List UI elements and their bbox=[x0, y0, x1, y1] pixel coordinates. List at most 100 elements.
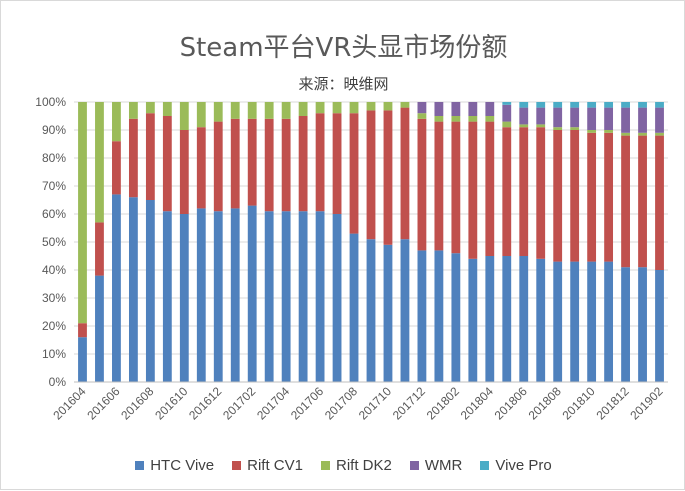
bar-segment-htc-vive bbox=[95, 275, 104, 382]
x-tick-label: 201606 bbox=[84, 384, 122, 422]
bar-segment-rift-dk2 bbox=[95, 102, 104, 223]
bar-segment-htc-vive bbox=[400, 239, 410, 382]
bar-segment-htc-vive bbox=[655, 270, 664, 382]
x-tick-label: 201810 bbox=[560, 384, 598, 422]
bar-segment-wmr bbox=[638, 107, 647, 133]
bar-segment-rift-dk2 bbox=[332, 102, 342, 114]
bar-segment-vive-pro bbox=[519, 102, 529, 108]
bar-segment-htc-vive bbox=[536, 258, 546, 382]
legend-label: HTC Vive bbox=[150, 457, 215, 474]
bar-segment-rift-cv1 bbox=[179, 130, 189, 214]
y-tick-label: 90% bbox=[42, 123, 66, 137]
bar-segment-wmr bbox=[536, 107, 546, 125]
bar-segment-vive-pro bbox=[638, 102, 647, 108]
legend-swatch bbox=[409, 461, 419, 470]
bar-segment-rift-dk2 bbox=[553, 127, 563, 130]
bar-segment-rift-dk2 bbox=[213, 102, 223, 122]
bar-segment-rift-dk2 bbox=[112, 102, 121, 142]
x-tick-label: 201704 bbox=[254, 384, 292, 422]
y-tick-label: 10% bbox=[42, 347, 66, 361]
bar-segment-htc-vive bbox=[621, 267, 630, 382]
y-tick-label: 40% bbox=[42, 263, 66, 277]
bar-segment-rift-dk2 bbox=[366, 102, 376, 111]
bar-segment-rift-cv1 bbox=[332, 113, 342, 214]
legend-label: Rift CV1 bbox=[247, 457, 303, 474]
bar-segment-rift-cv1 bbox=[451, 121, 461, 254]
bar-segment-rift-cv1 bbox=[468, 121, 478, 259]
bar-segment-rift-cv1 bbox=[281, 118, 291, 212]
bar-segment-rift-cv1 bbox=[264, 118, 274, 212]
bar-segment-rift-cv1 bbox=[349, 113, 359, 234]
y-tick-label: 70% bbox=[42, 179, 66, 193]
bar-segment-htc-vive bbox=[553, 261, 563, 382]
bar-segment-rift-dk2 bbox=[247, 102, 257, 119]
bar-segment-rift-dk2 bbox=[485, 116, 495, 122]
bar-segment-htc-vive bbox=[502, 256, 512, 382]
bar-segment-rift-cv1 bbox=[604, 132, 614, 262]
bar-segment-wmr bbox=[587, 107, 597, 130]
bar-segment-rift-cv1 bbox=[502, 127, 512, 256]
y-tick-label: 0% bbox=[49, 375, 67, 389]
bar-segment-wmr bbox=[519, 107, 529, 125]
legend-label: Rift DK2 bbox=[335, 457, 392, 474]
bar-segment-rift-dk2 bbox=[230, 102, 240, 119]
bar-segment-rift-cv1 bbox=[230, 118, 240, 209]
x-tick-label: 201608 bbox=[118, 384, 156, 422]
bar-segment-rift-dk2 bbox=[383, 102, 393, 111]
bar-segment-rift-dk2 bbox=[298, 102, 308, 116]
bar-segment-wmr bbox=[451, 102, 461, 116]
legend-item: WMR bbox=[409, 457, 463, 474]
bar-segment-rift-dk2 bbox=[638, 132, 647, 136]
bar-segment-rift-dk2 bbox=[264, 102, 274, 119]
bar-segment-rift-dk2 bbox=[400, 102, 410, 108]
bar-segment-vive-pro bbox=[570, 102, 580, 108]
legend-label: WMR bbox=[424, 457, 463, 474]
bar-segment-htc-vive bbox=[162, 211, 172, 382]
bar-segment-htc-vive bbox=[78, 337, 87, 382]
bar-segment-rift-dk2 bbox=[349, 102, 359, 114]
bar-segment-htc-vive bbox=[247, 205, 257, 382]
bar-segment-vive-pro bbox=[655, 102, 664, 108]
bar-segment-rift-cv1 bbox=[587, 132, 597, 262]
bar-segment-rift-dk2 bbox=[315, 102, 325, 114]
bar-segment-htc-vive bbox=[196, 208, 206, 382]
bar-segment-rift-cv1 bbox=[162, 116, 172, 212]
bar-segment-rift-dk2 bbox=[604, 130, 614, 133]
x-tick-label: 201612 bbox=[186, 384, 224, 422]
bar-segment-rift-dk2 bbox=[502, 121, 512, 128]
bar-segment-rift-cv1 bbox=[621, 135, 630, 268]
bar-segment-rift-cv1 bbox=[95, 222, 104, 276]
bar-segment-rift-dk2 bbox=[128, 102, 138, 119]
bar-segment-rift-dk2 bbox=[162, 102, 172, 116]
x-tick-label: 201710 bbox=[356, 384, 394, 422]
bar-segment-rift-cv1 bbox=[112, 141, 121, 195]
y-tick-label: 100% bbox=[35, 95, 66, 109]
bar-segment-rift-dk2 bbox=[78, 102, 87, 324]
bar-segment-htc-vive bbox=[468, 258, 478, 382]
bar-segment-htc-vive bbox=[485, 256, 495, 382]
bar-segment-rift-dk2 bbox=[451, 116, 461, 122]
x-tick-label: 201812 bbox=[593, 384, 631, 422]
y-tick-label: 60% bbox=[42, 207, 66, 221]
bar-segment-vive-pro bbox=[587, 102, 597, 108]
bar-segment-rift-dk2 bbox=[536, 124, 546, 128]
bar-segment-rift-cv1 bbox=[553, 130, 563, 262]
bar-segment-rift-dk2 bbox=[587, 130, 597, 133]
x-tick-label: 201702 bbox=[220, 384, 258, 422]
y-tick-label: 50% bbox=[42, 235, 66, 249]
bar-segment-rift-dk2 bbox=[519, 124, 529, 128]
bar-segment-htc-vive bbox=[179, 214, 189, 382]
bar-segment-htc-vive bbox=[604, 261, 614, 382]
y-tick-label: 30% bbox=[42, 291, 66, 305]
chart-subtitle: 来源：映维网 bbox=[298, 75, 389, 93]
bar-segment-rift-cv1 bbox=[196, 127, 206, 209]
bar-segment-rift-cv1 bbox=[536, 127, 546, 259]
bar-segment-rift-dk2 bbox=[621, 132, 630, 136]
x-tick-label: 201808 bbox=[526, 384, 564, 422]
bar-segment-vive-pro bbox=[604, 102, 614, 108]
bar-segment-rift-dk2 bbox=[196, 102, 206, 128]
legend: HTC Vive Rift CV1 Rift DK2 WMR Vive Pro bbox=[1, 457, 685, 474]
bar-segment-rift-cv1 bbox=[213, 121, 223, 212]
bar-segment-htc-vive bbox=[417, 250, 427, 382]
